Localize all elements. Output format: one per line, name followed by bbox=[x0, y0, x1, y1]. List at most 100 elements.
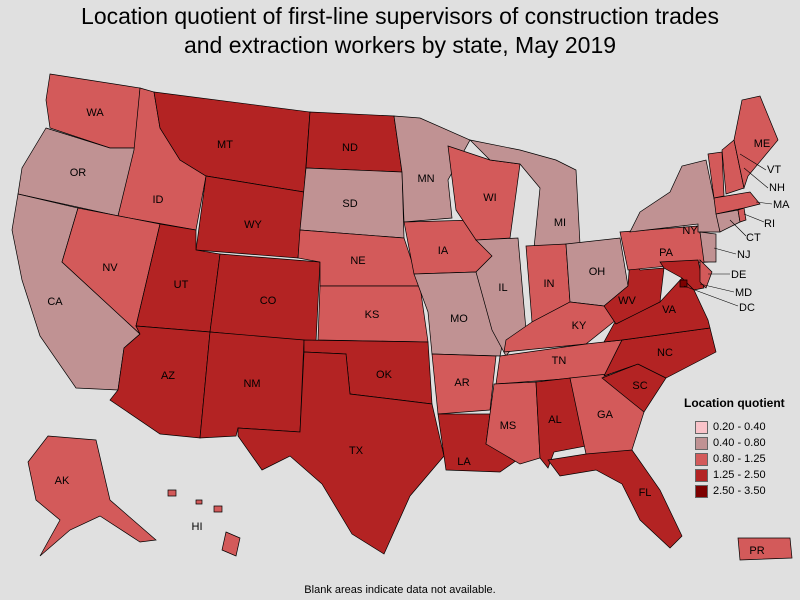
legend-swatch bbox=[695, 468, 708, 482]
title-line-2: and extraction workers by state, May 201… bbox=[183, 32, 617, 58]
state-label-GA: GA bbox=[597, 409, 614, 421]
legend-item: 0.80 - 1.25 bbox=[695, 451, 785, 467]
legend-label: 2.50 - 3.50 bbox=[713, 485, 766, 497]
state-label-DE: DE bbox=[731, 269, 746, 281]
legend-swatch bbox=[695, 452, 708, 466]
state-label-ME: ME bbox=[754, 138, 771, 150]
legend-swatch bbox=[695, 436, 708, 450]
state-label-MN: MN bbox=[417, 173, 434, 185]
state-label-IA: IA bbox=[438, 245, 449, 257]
legend-item: 1.25 - 2.50 bbox=[695, 467, 785, 483]
leader-line-nj bbox=[713, 247, 737, 255]
state-label-NV: NV bbox=[102, 262, 118, 274]
state-label-ND: ND bbox=[342, 142, 358, 154]
legend-item: 2.50 - 3.50 bbox=[695, 483, 785, 499]
state-NJ[interactable] bbox=[699, 231, 717, 263]
state-NY[interactable] bbox=[629, 159, 721, 233]
state-label-TX: TX bbox=[349, 445, 364, 457]
state-label-LA: LA bbox=[457, 456, 471, 468]
state-label-MA: MA bbox=[773, 199, 790, 211]
state-label-PA: PA bbox=[659, 247, 674, 259]
state-label-AR: AR bbox=[454, 377, 469, 389]
legend: Location quotient 0.20 - 0.40 0.40 - 0.8… bbox=[684, 396, 785, 499]
title-line-1: Location quotient of first-line supervis… bbox=[81, 3, 719, 29]
state-ME[interactable] bbox=[733, 95, 779, 190]
state-label-MI: MI bbox=[554, 217, 566, 229]
state-label-UT: UT bbox=[174, 279, 189, 291]
state-label-SC: SC bbox=[632, 380, 647, 392]
legend-item: 0.20 - 0.40 bbox=[695, 419, 785, 435]
state-label-IL: IL bbox=[498, 282, 507, 294]
state-label-TN: TN bbox=[552, 355, 567, 367]
state-label-NY: NY bbox=[682, 225, 698, 237]
state-label-CA: CA bbox=[47, 296, 63, 308]
state-WV[interactable] bbox=[603, 257, 665, 325]
state-label-NC: NC bbox=[657, 347, 673, 359]
legend-item: 0.40 - 0.80 bbox=[695, 435, 785, 451]
state-label-AK: AK bbox=[55, 475, 70, 487]
state-label-VA: VA bbox=[662, 304, 677, 316]
state-label-WI: WI bbox=[483, 192, 496, 204]
legend-label: 1.25 - 2.50 bbox=[713, 469, 766, 481]
state-AR[interactable] bbox=[431, 353, 497, 415]
state-label-OH: OH bbox=[589, 266, 606, 278]
leader-line-nh bbox=[743, 167, 769, 189]
state-label-NM: NM bbox=[243, 378, 260, 390]
legend-swatch bbox=[695, 484, 708, 498]
state-label-VT: VT bbox=[767, 164, 781, 176]
legend-title: Location quotient bbox=[684, 396, 785, 410]
legend-label: 0.20 - 0.40 bbox=[713, 421, 766, 433]
map-title: Location quotient of first-line supervis… bbox=[0, 2, 800, 60]
state-label-NJ: NJ bbox=[737, 249, 750, 261]
state-FL[interactable] bbox=[547, 449, 683, 549]
state-label-AL: AL bbox=[548, 414, 561, 426]
leader-line-vt bbox=[739, 153, 767, 171]
state-label-FL: FL bbox=[639, 487, 652, 499]
state-label-DC: DC bbox=[739, 302, 755, 314]
state-label-IN: IN bbox=[544, 278, 555, 290]
state-DE[interactable] bbox=[699, 259, 713, 289]
state-label-RI: RI bbox=[764, 218, 775, 230]
state-label-AZ: AZ bbox=[161, 370, 175, 382]
state-MN[interactable] bbox=[393, 115, 471, 223]
state-label-MD: MD bbox=[735, 287, 752, 299]
state-label-CT: CT bbox=[746, 232, 761, 244]
footnote: Blank areas indicate data not available. bbox=[304, 584, 496, 596]
state-label-KS: KS bbox=[365, 309, 380, 321]
legend-label: 0.40 - 0.80 bbox=[713, 437, 766, 449]
leader-line-ma bbox=[755, 201, 773, 205]
state-AK[interactable] bbox=[27, 435, 157, 557]
state-label-WV: WV bbox=[618, 295, 636, 307]
state-label-HI: HI bbox=[192, 521, 203, 533]
state-label-KY: KY bbox=[572, 320, 587, 332]
state-DC[interactable] bbox=[679, 279, 688, 288]
state-label-MS: MS bbox=[500, 420, 517, 432]
leader-line-dc bbox=[683, 285, 739, 307]
state-VT[interactable] bbox=[707, 151, 725, 199]
state-label-OK: OK bbox=[376, 369, 393, 381]
state-label-NE: NE bbox=[350, 255, 365, 267]
legend-label: 0.80 - 1.25 bbox=[713, 453, 766, 465]
state-label-WY: WY bbox=[244, 219, 262, 231]
state-label-SD: SD bbox=[342, 198, 357, 210]
state-MA[interactable] bbox=[713, 191, 761, 215]
state-MS[interactable] bbox=[485, 381, 541, 465]
state-HI[interactable] bbox=[167, 489, 241, 557]
state-label-PR: PR bbox=[749, 545, 764, 557]
state-label-CO: CO bbox=[260, 295, 277, 307]
state-label-WA: WA bbox=[86, 107, 104, 119]
state-label-MO: MO bbox=[450, 313, 468, 325]
leader-line-ri bbox=[743, 213, 765, 223]
state-label-OR: OR bbox=[70, 167, 87, 179]
leader-line-md bbox=[699, 283, 735, 293]
state-label-ID: ID bbox=[153, 194, 164, 206]
state-PR[interactable] bbox=[737, 537, 793, 561]
leader-line-ct bbox=[729, 219, 747, 237]
state-VA[interactable] bbox=[603, 277, 711, 343]
state-TX[interactable] bbox=[237, 351, 445, 555]
state-label-MT: MT bbox=[217, 139, 233, 151]
state-IL[interactable] bbox=[475, 237, 527, 357]
state-label-NH: NH bbox=[769, 182, 785, 194]
legend-swatch bbox=[695, 420, 708, 434]
